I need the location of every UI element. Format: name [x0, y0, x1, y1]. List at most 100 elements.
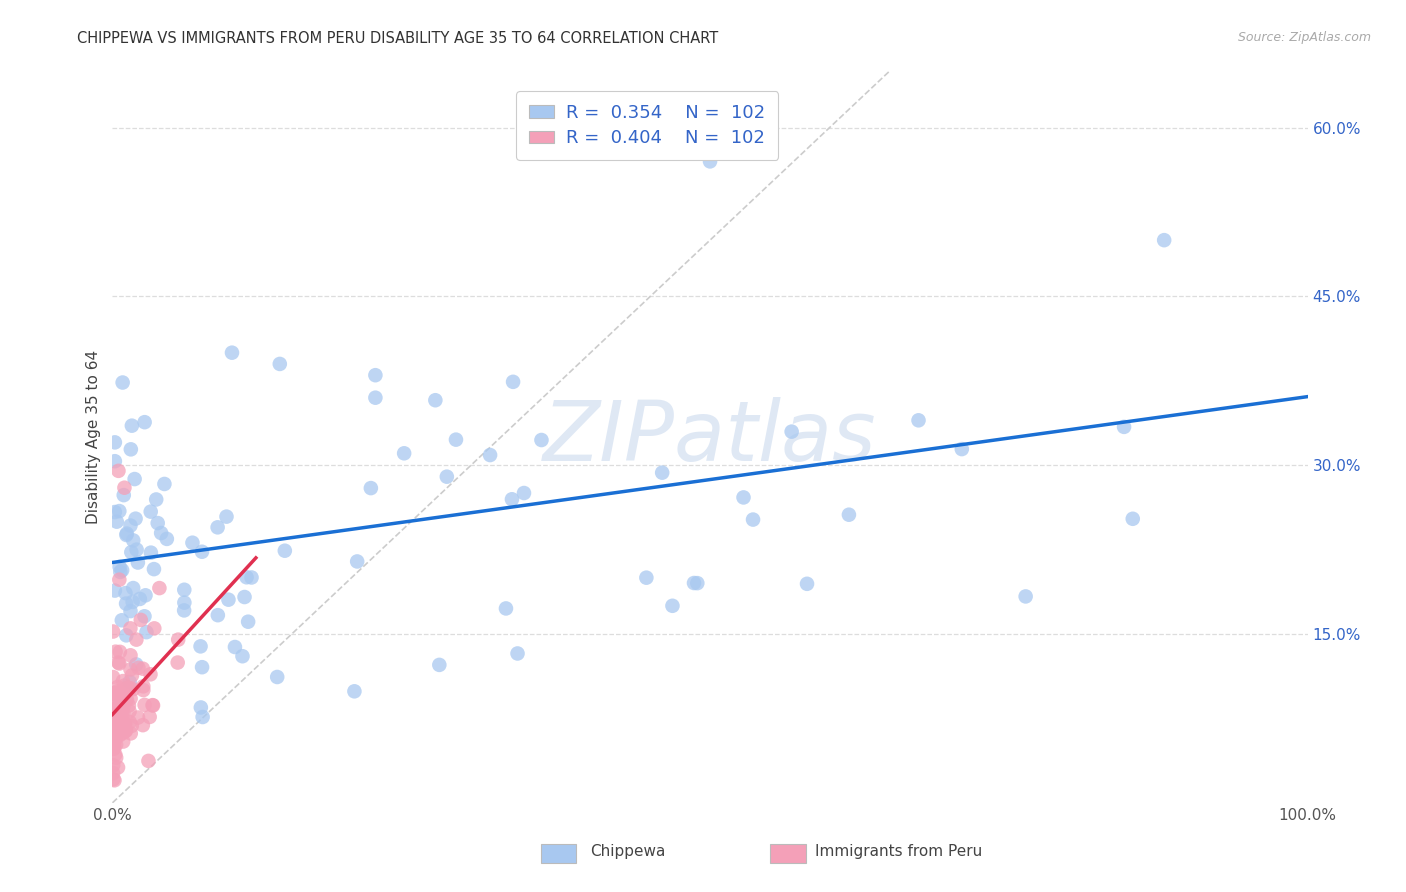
Chippewa	[122, 581, 145, 595]
Chippewa	[427, 657, 450, 672]
Chippewa	[661, 599, 683, 613]
Immigrants from Peru	[132, 718, 155, 732]
Immigrants from Peru	[110, 720, 132, 734]
Chippewa	[950, 442, 973, 456]
Chippewa	[224, 640, 246, 654]
Immigrants from Peru	[101, 758, 124, 772]
Immigrants from Peru	[105, 729, 128, 743]
Chippewa	[501, 492, 523, 507]
Immigrants from Peru	[114, 717, 136, 731]
Chippewa	[134, 609, 156, 624]
Chippewa	[236, 615, 259, 629]
Immigrants from Peru	[115, 692, 138, 706]
Immigrants from Peru	[112, 685, 135, 699]
Immigrants from Peru	[122, 682, 145, 697]
Chippewa	[112, 488, 135, 502]
Immigrants from Peru	[111, 674, 134, 689]
Immigrants from Peru	[112, 726, 135, 740]
Immigrants from Peru	[118, 715, 141, 730]
Chippewa	[125, 542, 148, 557]
Immigrants from Peru	[120, 648, 142, 663]
Chippewa	[651, 466, 673, 480]
Immigrants from Peru	[107, 680, 129, 694]
Immigrants from Peru	[101, 741, 124, 756]
Chippewa	[436, 469, 458, 483]
Chippewa	[392, 446, 415, 460]
Chippewa	[217, 592, 239, 607]
Immigrants from Peru	[105, 702, 128, 716]
Chippewa	[104, 454, 127, 468]
Immigrants from Peru	[110, 700, 132, 714]
Immigrants from Peru	[120, 726, 142, 740]
Immigrants from Peru	[114, 481, 135, 495]
Chippewa	[190, 700, 212, 714]
Immigrants from Peru	[108, 657, 131, 671]
Immigrants from Peru	[143, 621, 166, 635]
Immigrants from Peru	[132, 683, 155, 698]
Chippewa	[502, 375, 524, 389]
Chippewa	[191, 660, 214, 674]
Immigrants from Peru	[120, 621, 142, 635]
Immigrants from Peru	[148, 581, 170, 595]
Immigrants from Peru	[108, 645, 131, 659]
Immigrants from Peru	[121, 719, 143, 733]
Immigrants from Peru	[132, 679, 155, 693]
Chippewa	[269, 357, 291, 371]
Immigrants from Peru	[101, 670, 124, 684]
Y-axis label: Disability Age 35 to 64: Disability Age 35 to 64	[86, 350, 101, 524]
Chippewa	[733, 491, 755, 505]
Immigrants from Peru	[104, 724, 127, 739]
Chippewa	[231, 649, 253, 664]
Immigrants from Peru	[101, 624, 124, 639]
Immigrants from Peru	[103, 714, 125, 728]
Immigrants from Peru	[138, 754, 160, 768]
Chippewa	[207, 608, 229, 623]
Immigrants from Peru	[105, 738, 128, 752]
Chippewa	[110, 565, 132, 579]
Immigrants from Peru	[139, 667, 162, 681]
Chippewa	[139, 546, 162, 560]
Chippewa	[233, 590, 256, 604]
Immigrants from Peru	[120, 691, 142, 706]
Immigrants from Peru	[103, 708, 125, 723]
Immigrants from Peru	[112, 718, 135, 732]
Chippewa	[207, 520, 229, 534]
Chippewa	[266, 670, 288, 684]
Chippewa	[907, 413, 929, 427]
Chippewa	[346, 554, 368, 568]
Chippewa	[124, 472, 146, 486]
Chippewa	[173, 582, 195, 597]
Chippewa	[1014, 590, 1036, 604]
Chippewa	[240, 570, 263, 584]
Chippewa	[108, 504, 131, 518]
Immigrants from Peru	[104, 712, 127, 726]
Chippewa	[274, 543, 297, 558]
Chippewa	[111, 376, 134, 390]
Chippewa	[104, 505, 127, 519]
Chippewa	[1153, 233, 1175, 247]
Chippewa	[111, 613, 134, 627]
Immigrants from Peru	[101, 713, 124, 727]
Chippewa	[129, 591, 152, 606]
Immigrants from Peru	[166, 656, 188, 670]
Chippewa	[121, 418, 143, 433]
Immigrants from Peru	[118, 698, 141, 713]
Immigrants from Peru	[104, 727, 127, 741]
Chippewa	[636, 571, 658, 585]
Immigrants from Peru	[103, 772, 125, 787]
Chippewa	[127, 556, 149, 570]
Chippewa	[150, 526, 173, 541]
Chippewa	[120, 442, 142, 457]
Immigrants from Peru	[108, 689, 131, 703]
Immigrants from Peru	[101, 766, 124, 780]
Chippewa	[156, 532, 179, 546]
Chippewa	[1112, 420, 1135, 434]
Chippewa	[221, 345, 243, 359]
Chippewa	[360, 481, 382, 495]
Chippewa	[115, 628, 138, 642]
Chippewa	[104, 583, 127, 598]
Immigrants from Peru	[134, 698, 156, 712]
Immigrants from Peru	[104, 724, 127, 739]
Immigrants from Peru	[114, 723, 136, 738]
Chippewa	[495, 601, 517, 615]
